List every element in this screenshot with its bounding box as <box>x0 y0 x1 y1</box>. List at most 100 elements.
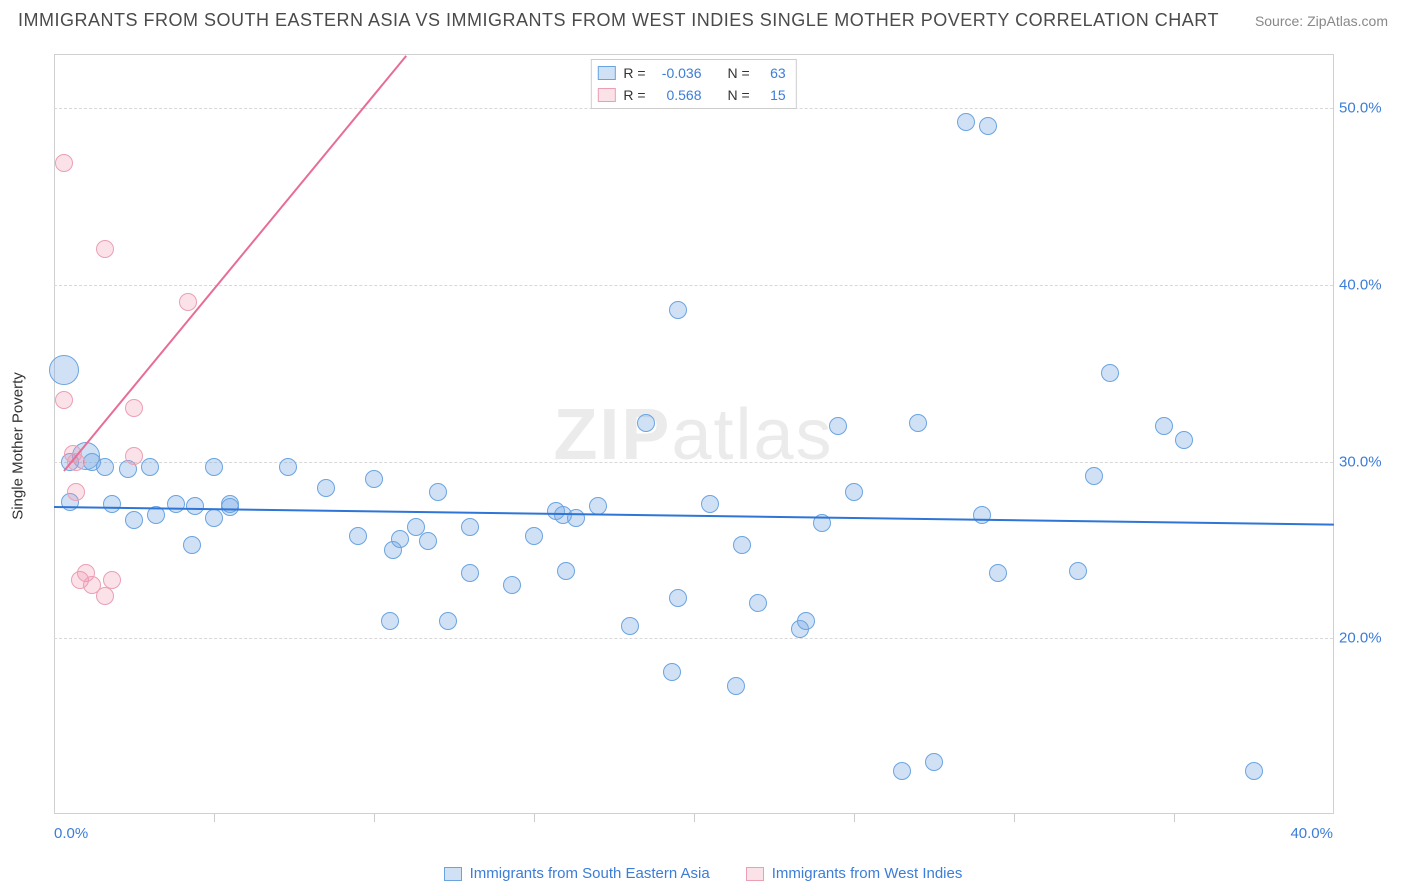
data-point-sea <box>183 536 201 554</box>
legend-label: Immigrants from South Eastern Asia <box>470 865 710 882</box>
data-point-sea <box>279 458 297 476</box>
r-value: -0.036 <box>654 62 702 84</box>
data-point-wi <box>96 587 114 605</box>
data-point-sea <box>1069 562 1087 580</box>
data-point-sea <box>749 594 767 612</box>
data-point-sea <box>381 612 399 630</box>
series-legend: Immigrants from South Eastern Asia Immigr… <box>0 865 1406 882</box>
source-attribution: Source: ZipAtlas.com <box>1255 13 1388 29</box>
data-point-sea <box>829 417 847 435</box>
swatch-sea <box>444 867 462 881</box>
data-point-sea <box>429 483 447 501</box>
scatter-plot: ZIPatlas 20.0%30.0%40.0%50.0% R =-0.036N… <box>54 54 1334 814</box>
data-point-sea <box>1175 431 1193 449</box>
x-tick <box>1014 814 1015 822</box>
r-value: 0.568 <box>654 84 702 106</box>
x-tick <box>534 814 535 822</box>
data-point-sea <box>141 458 159 476</box>
n-label: N = <box>728 62 750 84</box>
data-point-sea <box>589 497 607 515</box>
data-point-sea <box>733 536 751 554</box>
data-point-sea <box>925 753 943 771</box>
y-tick-label: 40.0% <box>1339 276 1393 293</box>
data-point-sea <box>621 617 639 635</box>
data-point-sea <box>1155 417 1173 435</box>
x-tick <box>854 814 855 822</box>
data-point-sea <box>557 562 575 580</box>
correlation-row-sea: R = -0.036 N = 63 <box>597 62 785 84</box>
data-point-sea <box>727 677 745 695</box>
x-tick <box>694 814 695 822</box>
data-point-sea <box>957 113 975 131</box>
data-point-sea <box>637 414 655 432</box>
x-axis-min-label: 0.0% <box>54 825 88 842</box>
y-tick-label: 50.0% <box>1339 100 1393 117</box>
data-point-wi <box>96 240 114 258</box>
r-label: R = <box>623 62 645 84</box>
data-point-sea <box>989 564 1007 582</box>
data-point-sea <box>391 530 409 548</box>
y-axis-label: Single Mother Poverty <box>10 372 27 520</box>
data-point-sea <box>503 576 521 594</box>
data-point-sea <box>186 497 204 515</box>
swatch-sea <box>597 66 615 80</box>
data-point-sea <box>461 564 479 582</box>
x-tick <box>374 814 375 822</box>
gridline <box>54 462 1333 463</box>
correlation-legend: R = -0.036 N = 63 R = 0.568 N = 15 <box>590 59 796 109</box>
correlation-row-wi: R = 0.568 N = 15 <box>597 84 785 106</box>
legend-item-sea: Immigrants from South Eastern Asia <box>444 865 710 882</box>
data-point-sea <box>567 509 585 527</box>
data-point-sea <box>845 483 863 501</box>
data-point-sea <box>439 612 457 630</box>
n-value: 63 <box>758 62 786 84</box>
data-point-sea <box>96 458 114 476</box>
data-point-sea <box>461 518 479 536</box>
chart-title: IMMIGRANTS FROM SOUTH EASTERN ASIA VS IM… <box>18 10 1219 31</box>
r-label: R = <box>623 84 645 106</box>
data-point-sea <box>167 495 185 513</box>
data-point-wi <box>55 154 73 172</box>
data-point-sea <box>979 117 997 135</box>
data-point-wi <box>103 571 121 589</box>
trend-line-wi <box>63 55 407 472</box>
y-tick-label: 30.0% <box>1339 453 1393 470</box>
data-point-sea <box>103 495 121 513</box>
data-point-sea <box>797 612 815 630</box>
data-point-sea <box>365 470 383 488</box>
data-point-sea <box>663 663 681 681</box>
data-point-sea <box>125 511 143 529</box>
y-tick-label: 20.0% <box>1339 630 1393 647</box>
data-point-sea <box>893 762 911 780</box>
gridline <box>54 638 1333 639</box>
data-point-sea <box>1101 364 1119 382</box>
data-point-wi <box>125 399 143 417</box>
x-axis-max-label: 40.0% <box>1290 825 1333 842</box>
watermark-text: ZIPatlas <box>553 394 833 476</box>
swatch-wi <box>597 88 615 102</box>
n-value: 15 <box>758 84 786 106</box>
data-point-sea <box>205 509 223 527</box>
data-point-sea <box>701 495 719 513</box>
gridline <box>54 285 1333 286</box>
data-point-sea <box>317 479 335 497</box>
data-point-sea <box>669 301 687 319</box>
data-point-wi <box>125 447 143 465</box>
data-point-sea <box>205 458 223 476</box>
data-point-sea <box>49 355 79 385</box>
data-point-sea <box>525 527 543 545</box>
data-point-wi <box>67 483 85 501</box>
data-point-sea <box>909 414 927 432</box>
trend-line-sea <box>54 506 1334 526</box>
data-point-sea <box>349 527 367 545</box>
n-label: N = <box>728 84 750 106</box>
legend-item-wi: Immigrants from West Indies <box>746 865 963 882</box>
x-tick <box>1174 814 1175 822</box>
swatch-wi <box>746 867 764 881</box>
data-point-sea <box>1245 762 1263 780</box>
x-tick <box>214 814 215 822</box>
data-point-sea <box>419 532 437 550</box>
data-point-sea <box>1085 467 1103 485</box>
legend-label: Immigrants from West Indies <box>772 865 963 882</box>
data-point-wi <box>55 391 73 409</box>
